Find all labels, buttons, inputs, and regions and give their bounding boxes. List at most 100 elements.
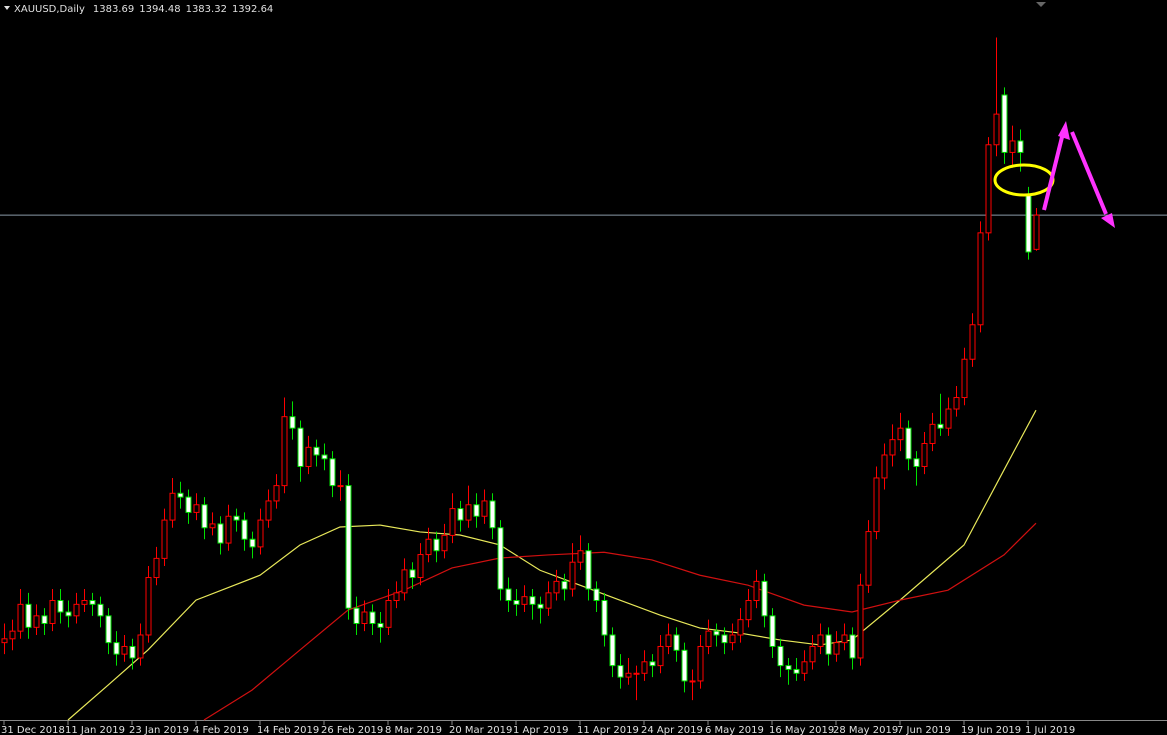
x-tick-label: 19 Jun 2019 (961, 725, 1021, 735)
candle-body (841, 634, 848, 644)
plot-area: 31 Dec 2018 11 Jan 2019 23 Jan 2019 4 Feb 2… (0, 37, 1167, 735)
candle-body (169, 492, 176, 521)
x-tick-label: 23 Jan 2019 (129, 725, 189, 735)
candle-body (929, 423, 936, 444)
candle-body (713, 630, 720, 636)
x-tick-label: 24 Apr 2019 (641, 725, 703, 735)
candle-body (609, 634, 616, 667)
candle-body (129, 645, 136, 659)
candle-body (201, 504, 208, 529)
x-tick-label: 7 Jun 2019 (897, 725, 951, 735)
candle-body (409, 569, 416, 579)
candle-body (433, 538, 440, 552)
candle-body (417, 554, 424, 579)
candle-body (633, 672, 640, 675)
x-tick-label: 26 Feb 2019 (321, 725, 383, 735)
candle-body (17, 603, 24, 632)
candle-body (577, 550, 584, 563)
candle-body (73, 603, 80, 617)
candle-body (569, 561, 576, 590)
candle-body (121, 645, 128, 655)
open-value: 1383.69 (93, 4, 134, 15)
candle-body (233, 515, 240, 521)
candle-body (145, 577, 152, 636)
candle-body (681, 649, 688, 682)
candle-body (857, 584, 864, 659)
candle-body (961, 358, 968, 399)
candle-body (33, 615, 40, 628)
candle-body (489, 500, 496, 529)
candle-body (305, 446, 312, 467)
candle-body (137, 634, 144, 659)
candle-body (289, 416, 296, 429)
moving-average (203, 522, 1037, 721)
candle-body (273, 485, 280, 502)
arrow-down-head (1101, 213, 1115, 228)
candle-body (617, 665, 624, 678)
candle-body (953, 397, 960, 410)
candle-body (657, 645, 664, 667)
candle-body (897, 427, 904, 441)
candle-body (913, 458, 920, 467)
candle-body (25, 603, 32, 628)
candle-body (793, 668, 800, 674)
candle-body (297, 427, 304, 467)
x-tick-label: 11 Apr 2019 (577, 725, 639, 735)
candle-body (441, 534, 448, 552)
header: XAUUSD,Daily 1383.69 1394.48 1383.32 1392.64 (14, 4, 273, 15)
candle-body (257, 519, 264, 548)
candle-body (481, 500, 488, 517)
x-tick-label: 8 Mar 2019 (385, 725, 442, 735)
low-value: 1383.32 (186, 4, 227, 15)
symbol: XAUUSD,Daily (14, 4, 85, 15)
candle-body (1017, 140, 1024, 153)
x-tick-label: 6 May 2019 (705, 725, 764, 735)
candle-body (873, 477, 880, 533)
candle-body (377, 622, 384, 628)
candle-body (753, 580, 760, 602)
candle-body (761, 580, 768, 617)
candle-body (65, 611, 72, 617)
high-value: 1394.48 (139, 4, 180, 15)
candle-body (105, 615, 112, 644)
candle-body (9, 630, 16, 640)
candle-body (649, 661, 656, 667)
candle-body (217, 523, 224, 544)
candle-body (513, 600, 520, 605)
candle-body (849, 634, 856, 659)
candle-body (57, 600, 64, 613)
menu-triangle (4, 6, 10, 10)
candle-body (593, 588, 600, 602)
x-tick-label: 4 Feb 2019 (193, 725, 249, 735)
candle-body (313, 446, 320, 456)
candle-body (345, 485, 352, 609)
candle-body (745, 600, 752, 621)
candle-body (833, 642, 840, 655)
candle-body (81, 600, 88, 605)
candle-body (353, 607, 360, 624)
candle-body (361, 611, 368, 624)
arrow-up (1042, 132, 1065, 211)
close-value: 1392.64 (232, 4, 273, 15)
scroll-marker (1036, 2, 1046, 7)
x-tick-label: 11 Jan 2019 (65, 725, 125, 735)
candle-body (785, 665, 792, 670)
candle-body (425, 538, 432, 556)
candle-body (529, 596, 536, 605)
candle-body (457, 508, 464, 521)
x-tick-label: 20 Mar 2019 (449, 725, 512, 735)
candle-body (985, 144, 992, 234)
candle-body (97, 603, 104, 617)
candle-body (721, 634, 728, 644)
candle-body (1001, 94, 1008, 153)
candle-body (937, 423, 944, 429)
candle-body (281, 416, 288, 487)
candle-body (769, 615, 776, 647)
candle-body (553, 580, 560, 594)
candle-body (945, 408, 952, 429)
candle-body (1, 638, 8, 644)
x-tick-label: 1 Jul 2019 (1025, 725, 1075, 735)
